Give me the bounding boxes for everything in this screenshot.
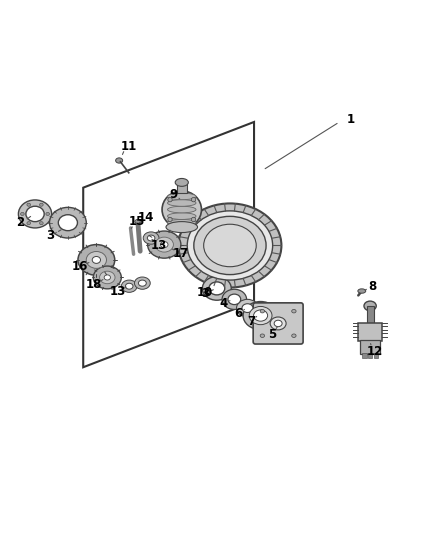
Ellipse shape xyxy=(167,220,196,226)
Ellipse shape xyxy=(148,231,181,258)
Ellipse shape xyxy=(274,320,282,327)
Ellipse shape xyxy=(39,222,43,225)
Ellipse shape xyxy=(167,193,196,200)
Bar xyxy=(358,324,382,341)
Bar xyxy=(374,353,378,358)
Text: 5: 5 xyxy=(268,328,276,341)
Ellipse shape xyxy=(155,237,173,252)
Text: 7: 7 xyxy=(247,315,255,328)
Text: 13: 13 xyxy=(109,285,126,297)
Bar xyxy=(367,306,374,324)
Ellipse shape xyxy=(228,294,241,304)
Ellipse shape xyxy=(187,211,272,280)
Ellipse shape xyxy=(116,158,123,163)
Ellipse shape xyxy=(191,217,196,222)
Text: 9: 9 xyxy=(169,188,177,201)
Text: 8: 8 xyxy=(368,280,376,293)
Ellipse shape xyxy=(237,300,258,317)
Ellipse shape xyxy=(204,224,256,266)
Ellipse shape xyxy=(39,203,43,206)
Ellipse shape xyxy=(21,212,24,215)
FancyBboxPatch shape xyxy=(253,303,303,344)
Ellipse shape xyxy=(46,212,49,215)
Ellipse shape xyxy=(86,252,106,268)
Ellipse shape xyxy=(364,301,376,311)
Text: 1: 1 xyxy=(346,114,354,126)
Text: 14: 14 xyxy=(137,211,154,224)
Ellipse shape xyxy=(58,215,78,231)
Ellipse shape xyxy=(191,197,196,202)
Ellipse shape xyxy=(162,191,201,228)
Text: 4: 4 xyxy=(219,297,227,310)
Text: 13: 13 xyxy=(151,239,167,252)
Ellipse shape xyxy=(222,289,247,310)
Ellipse shape xyxy=(26,206,44,222)
Ellipse shape xyxy=(93,266,121,289)
Ellipse shape xyxy=(179,204,281,287)
Bar xyxy=(362,353,367,358)
Ellipse shape xyxy=(175,179,188,187)
Ellipse shape xyxy=(292,310,296,313)
Ellipse shape xyxy=(138,280,146,286)
Ellipse shape xyxy=(249,306,272,325)
Ellipse shape xyxy=(92,256,100,263)
Ellipse shape xyxy=(167,206,196,213)
Text: 3: 3 xyxy=(201,287,209,300)
Ellipse shape xyxy=(167,200,196,206)
Ellipse shape xyxy=(134,277,150,289)
Ellipse shape xyxy=(243,302,278,329)
Text: 2: 2 xyxy=(16,216,24,229)
Ellipse shape xyxy=(242,304,253,312)
Ellipse shape xyxy=(168,217,172,222)
Ellipse shape xyxy=(27,222,31,225)
Ellipse shape xyxy=(143,232,159,244)
Ellipse shape xyxy=(160,241,168,248)
Text: 12: 12 xyxy=(366,345,383,358)
Ellipse shape xyxy=(99,271,115,284)
Text: 17: 17 xyxy=(172,247,189,260)
Ellipse shape xyxy=(27,203,31,206)
Ellipse shape xyxy=(260,310,265,313)
Ellipse shape xyxy=(167,213,196,220)
Ellipse shape xyxy=(78,245,115,275)
Ellipse shape xyxy=(104,275,110,280)
Ellipse shape xyxy=(260,334,265,337)
Bar xyxy=(360,340,380,354)
Ellipse shape xyxy=(121,280,137,292)
Ellipse shape xyxy=(209,282,225,295)
Text: 3: 3 xyxy=(46,229,54,243)
Text: 6: 6 xyxy=(235,307,243,320)
Ellipse shape xyxy=(270,317,286,330)
Ellipse shape xyxy=(254,310,268,321)
Ellipse shape xyxy=(49,207,86,238)
Text: 11: 11 xyxy=(121,140,138,152)
Ellipse shape xyxy=(358,289,366,293)
Bar xyxy=(177,182,187,193)
Ellipse shape xyxy=(18,200,52,228)
Ellipse shape xyxy=(168,197,172,202)
Ellipse shape xyxy=(202,277,231,300)
Text: 16: 16 xyxy=(71,260,88,273)
Ellipse shape xyxy=(125,283,133,289)
Text: 10: 10 xyxy=(197,286,213,300)
Ellipse shape xyxy=(166,222,198,232)
Ellipse shape xyxy=(147,235,155,241)
Text: 15: 15 xyxy=(128,215,145,228)
Ellipse shape xyxy=(194,216,266,274)
Bar xyxy=(368,353,372,358)
Ellipse shape xyxy=(135,220,141,223)
Ellipse shape xyxy=(292,334,296,337)
Text: 18: 18 xyxy=(86,278,102,290)
